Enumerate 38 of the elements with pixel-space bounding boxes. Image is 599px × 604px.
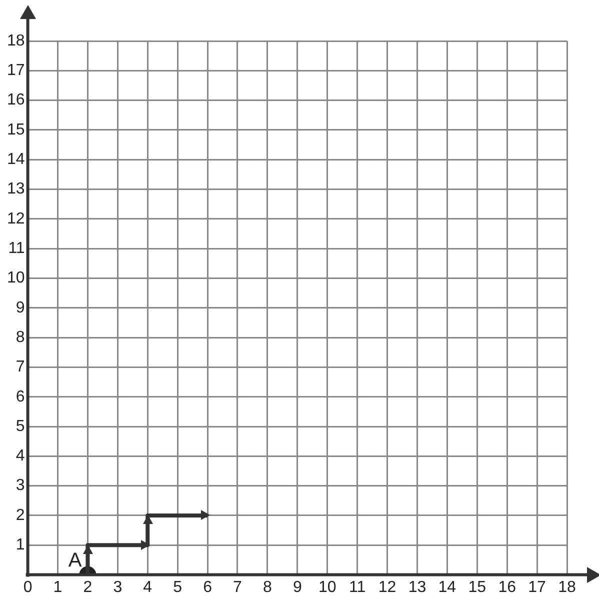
y-tick-label: 1 <box>16 536 25 554</box>
x-tick-label: 10 <box>318 578 336 596</box>
y-tick-label: 5 <box>16 418 25 435</box>
y-tick-label: 7 <box>16 358 25 376</box>
x-tick-label: 12 <box>378 578 396 596</box>
x-tick-label: 7 <box>233 578 242 596</box>
y-tick-label: 10 <box>7 270 25 287</box>
annotation: A <box>68 549 82 572</box>
y-tick-label: 2 <box>16 506 25 524</box>
y-tick-label: 6 <box>16 388 25 406</box>
y-tick-label: 16 <box>7 92 25 109</box>
y-tick-label: 9 <box>16 299 25 316</box>
x-tick-label: 13 <box>408 578 426 596</box>
y-tick-label: 18 <box>7 32 25 50</box>
x-tick-label: 6 <box>203 578 212 596</box>
y-tick-label: 17 <box>7 62 25 80</box>
x-tick-label: 18 <box>558 578 576 596</box>
x-tick-label: 17 <box>528 578 546 596</box>
x-tick-label: 4 <box>143 578 152 596</box>
x-tick-label: 16 <box>498 578 516 596</box>
x-tick-label: 14 <box>438 578 456 596</box>
y-tick-label: 11 <box>8 240 25 257</box>
y-tick-label: 8 <box>16 328 25 346</box>
x-tick-label: 8 <box>262 578 272 596</box>
y-tick-label: 13 <box>7 180 25 198</box>
y-tick-label: 14 <box>7 151 25 168</box>
x-tick-label: 3 <box>113 578 122 596</box>
x-tick-label: 15 <box>468 578 486 596</box>
y-tick-label: 12 <box>7 210 25 228</box>
y-tick-label: 3 <box>16 477 25 494</box>
x-tick-label: 9 <box>292 578 302 596</box>
x-tick-label: 0 <box>23 578 32 596</box>
x-tick-label: 1 <box>53 578 62 596</box>
x-tick-label: 11 <box>349 578 366 596</box>
y-tick-label: 15 <box>7 121 25 138</box>
x-tick-label: 5 <box>173 578 182 596</box>
y-tick-label: 4 <box>16 448 25 465</box>
x-tick-label: 2 <box>83 578 92 596</box>
